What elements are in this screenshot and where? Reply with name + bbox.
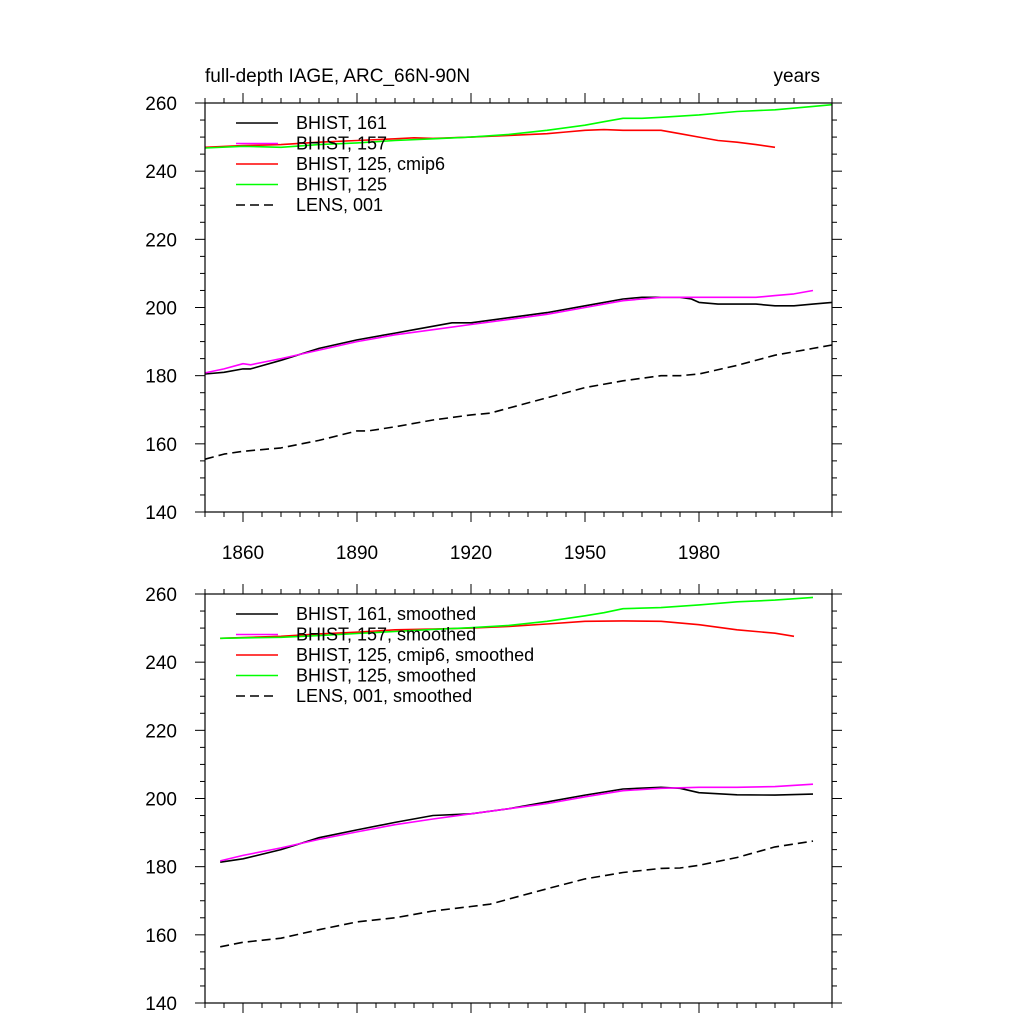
series-line-1 <box>220 786 814 863</box>
bottom-panel: 140 160 180 200 220 240 260 BHIST, 161, smoothe… <box>145 584 842 1015</box>
legend-label-4: BHIST, 125, smoothed <box>296 666 476 686</box>
units-label: years <box>774 66 820 87</box>
y-tick-label: 240 <box>145 162 177 183</box>
y-tick-label: 220 <box>145 721 177 742</box>
legend-label-2: BHIST, 157, smoothed <box>296 625 476 645</box>
y-tick-label: 240 <box>145 653 177 674</box>
series-line-3 <box>220 620 795 640</box>
x-tick-label: 1860 <box>222 543 264 564</box>
y-tick-label: 140 <box>145 994 177 1015</box>
legend-label-3: BHIST, 125, cmip6, smoothed <box>296 645 534 665</box>
x-tick-label: 1920 <box>450 543 492 564</box>
x-tick-label: 1980 <box>678 543 720 564</box>
y-tick-label: 260 <box>145 94 177 115</box>
y-tick-label: 180 <box>145 367 177 388</box>
series-line-2 <box>204 289 814 374</box>
y-tick-label: 140 <box>145 503 177 524</box>
legend-label-5: LENS, 001 <box>296 195 383 215</box>
x-tick-label: 1890 <box>336 543 378 564</box>
series-line-3 <box>204 128 776 149</box>
legend-label-1: BHIST, 161, smoothed <box>296 604 476 624</box>
legend-label-4: BHIST, 125 <box>296 175 387 195</box>
y-tick-label: 160 <box>145 435 177 456</box>
series-line-5 <box>220 840 814 948</box>
series-line-4 <box>220 596 814 640</box>
series-line-4 <box>204 103 833 149</box>
y-tick-label: 200 <box>145 790 177 811</box>
series-line-1 <box>204 296 833 375</box>
top-panel: 140 160 180 200 220 240 260 1860 1890 1920 1950 198… <box>145 93 842 564</box>
legend-label-5: LENS, 001, smoothed <box>296 686 472 706</box>
y-tick-label: 200 <box>145 299 177 320</box>
legend-label-2: BHIST, 157 <box>296 134 387 154</box>
y-tick-label: 160 <box>145 926 177 947</box>
y-tick-label: 180 <box>145 858 177 879</box>
legend-label-1: BHIST, 161 <box>296 113 387 133</box>
y-tick-label: 220 <box>145 230 177 251</box>
legend-label-3: BHIST, 125, cmip6 <box>296 154 445 174</box>
chart-title: full-depth IAGE, ARC_66N-90N <box>205 66 470 87</box>
x-tick-label: 1950 <box>564 543 606 564</box>
series-line-2 <box>220 783 814 862</box>
y-tick-label: 260 <box>145 585 177 606</box>
series-line-5 <box>204 344 833 460</box>
